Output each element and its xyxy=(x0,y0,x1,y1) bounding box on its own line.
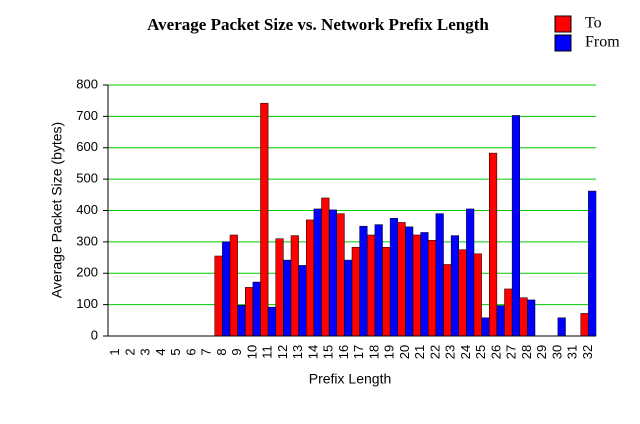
bar xyxy=(504,288,513,337)
x-tick-label: 30 xyxy=(549,345,564,359)
bar xyxy=(580,313,589,337)
bar xyxy=(245,287,254,337)
y-tick-label: 600 xyxy=(76,139,98,154)
x-tick-label: 6 xyxy=(183,348,198,355)
legend-swatch xyxy=(554,15,572,33)
bar xyxy=(336,213,345,337)
bar xyxy=(367,234,376,337)
x-tick-label: 20 xyxy=(397,345,412,359)
legend-label: To xyxy=(585,15,602,32)
x-tick-label: 21 xyxy=(412,345,427,359)
bar xyxy=(397,222,406,337)
bar xyxy=(435,213,444,337)
bar xyxy=(473,253,482,337)
bar xyxy=(412,234,421,337)
x-tick-label: 28 xyxy=(519,345,534,359)
y-tick-label: 800 xyxy=(76,76,98,91)
bar xyxy=(519,297,528,337)
x-tick-label: 2 xyxy=(122,348,137,355)
bar xyxy=(450,235,459,337)
bar xyxy=(351,246,360,337)
bar xyxy=(290,235,299,337)
x-tick-label: 13 xyxy=(290,345,305,359)
bar xyxy=(458,249,467,337)
bar xyxy=(466,208,475,337)
x-tick-label: 25 xyxy=(473,345,488,359)
bar xyxy=(489,152,498,337)
x-tick-label: 23 xyxy=(443,345,458,359)
x-tick-label: 17 xyxy=(351,345,366,359)
bar xyxy=(389,218,398,337)
x-tick-label: 12 xyxy=(275,345,290,359)
x-tick-label: 16 xyxy=(336,345,351,359)
bar xyxy=(382,246,391,337)
bar xyxy=(267,306,276,337)
legend-label: From xyxy=(585,34,620,51)
x-tick-label: 11 xyxy=(260,345,275,359)
x-tick-label: 27 xyxy=(504,345,519,359)
bar xyxy=(496,305,505,337)
bar xyxy=(214,255,223,337)
x-tick-label: 26 xyxy=(488,345,503,359)
bar xyxy=(306,219,315,337)
x-tick-label: 29 xyxy=(534,345,549,359)
x-tick-label: 10 xyxy=(244,345,259,359)
bar xyxy=(405,226,414,337)
bar xyxy=(222,241,231,337)
x-tick-label: 5 xyxy=(168,348,183,355)
legend-swatch xyxy=(554,34,572,52)
bar xyxy=(359,225,368,337)
bar xyxy=(344,259,353,337)
x-tick-label: 9 xyxy=(229,348,244,355)
y-tick-label: 0 xyxy=(91,327,98,342)
y-tick-label: 200 xyxy=(76,265,98,280)
y-axis-label: Average Packet Size (bytes) xyxy=(49,122,65,298)
chart-title: Average Packet Size vs. Network Prefix L… xyxy=(147,15,489,34)
bar xyxy=(420,232,429,337)
x-tick-label: 1 xyxy=(107,348,122,355)
x-tick-label: 8 xyxy=(214,348,229,355)
bar xyxy=(252,281,261,337)
bar xyxy=(481,317,490,337)
bar xyxy=(283,259,292,337)
x-tick-label: 4 xyxy=(153,348,168,355)
x-tick-label: 3 xyxy=(138,348,153,355)
x-tick-label: 32 xyxy=(580,345,595,359)
y-tick-label: 700 xyxy=(76,108,98,123)
x-tick-label: 14 xyxy=(305,345,320,359)
x-tick-label: 7 xyxy=(199,348,214,355)
bar xyxy=(588,190,597,337)
bar xyxy=(237,305,246,337)
bar xyxy=(443,264,452,337)
bar xyxy=(428,240,437,337)
x-tick-label: 24 xyxy=(458,345,473,359)
bar xyxy=(557,317,566,337)
x-tick-label: 31 xyxy=(565,345,580,359)
bar xyxy=(511,115,520,337)
bar xyxy=(298,265,307,337)
x-tick-label: 19 xyxy=(382,345,397,359)
bar xyxy=(321,197,330,337)
bar xyxy=(374,224,383,337)
y-tick-label: 400 xyxy=(76,202,98,217)
x-tick-label: 22 xyxy=(427,345,442,359)
bar xyxy=(229,234,238,337)
bar xyxy=(260,102,269,337)
bar xyxy=(527,299,536,337)
x-tick-label: 15 xyxy=(321,345,336,359)
bar xyxy=(328,209,337,337)
x-axis-label: Prefix Length xyxy=(309,371,392,387)
bar xyxy=(275,238,284,337)
y-tick-label: 300 xyxy=(76,233,98,248)
x-tick-label: 18 xyxy=(366,345,381,359)
bar xyxy=(313,208,322,337)
y-tick-label: 500 xyxy=(76,171,98,186)
y-tick-label: 100 xyxy=(76,296,98,311)
